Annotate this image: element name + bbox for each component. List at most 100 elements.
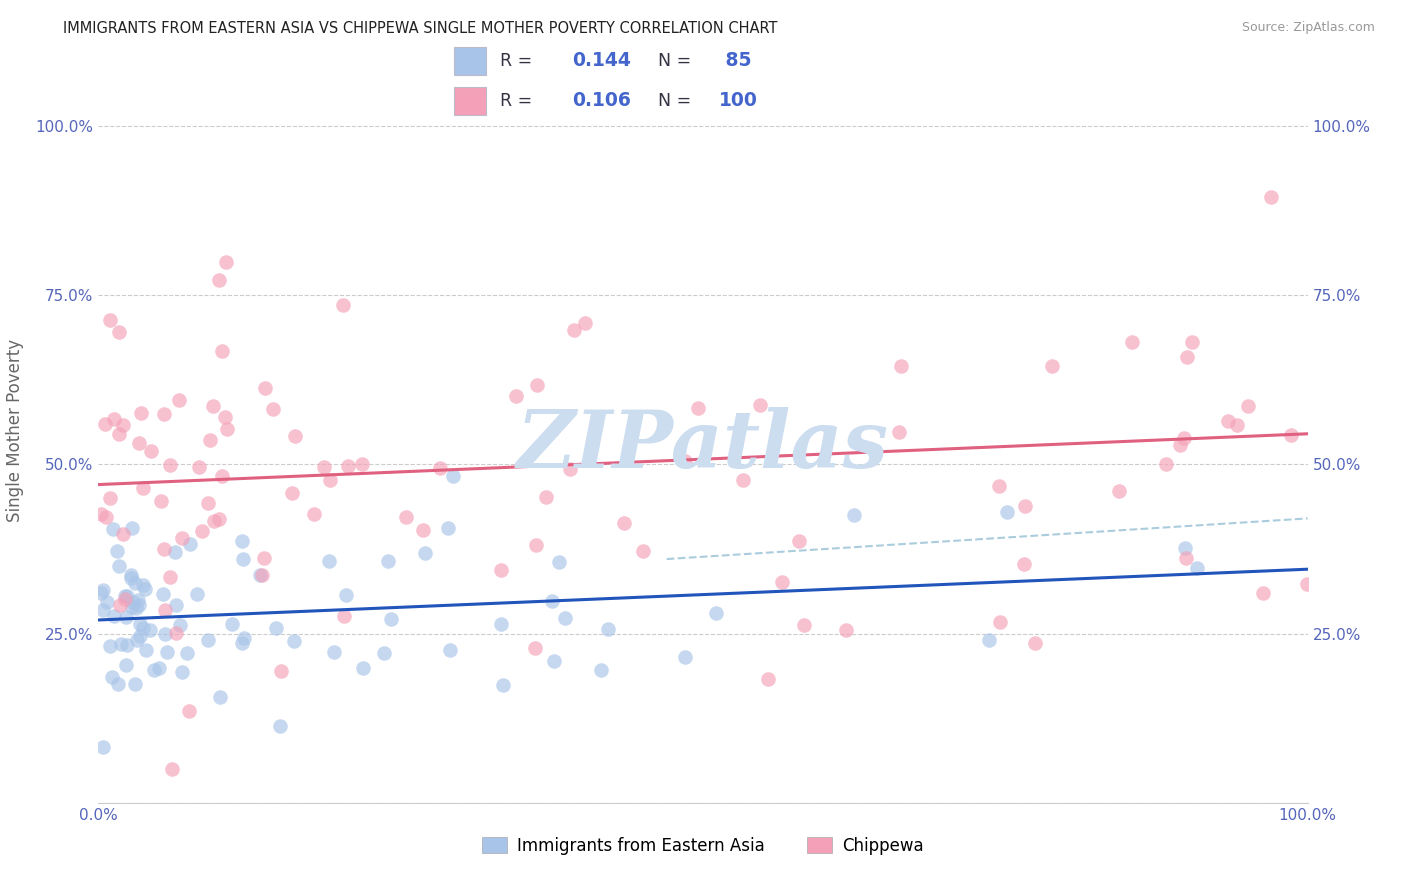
Point — [249, 568, 271, 582]
Point — [979, 632, 1001, 647]
Point — [165, 598, 187, 612]
Point — [114, 589, 136, 603]
Point — [596, 622, 619, 636]
Point — [264, 621, 287, 635]
Point — [160, 762, 183, 776]
Point — [155, 603, 177, 617]
Point — [312, 459, 335, 474]
Point — [1295, 577, 1317, 591]
Point — [197, 632, 219, 647]
Point — [1173, 431, 1195, 445]
Point — [120, 567, 142, 582]
Point — [439, 642, 461, 657]
Point — [211, 343, 233, 358]
Text: IMMIGRANTS FROM EASTERN ASIA VS CHIPPEWA SINGLE MOTHER POVERTY CORRELATION CHART: IMMIGRANTS FROM EASTERN ASIA VS CHIPPEWA… — [63, 21, 778, 36]
Point — [159, 570, 181, 584]
Point — [98, 491, 121, 505]
Point — [155, 626, 177, 640]
Point — [115, 589, 138, 603]
Point — [91, 603, 114, 617]
Text: 0.106: 0.106 — [572, 91, 631, 110]
Point — [198, 434, 221, 448]
Point — [631, 544, 654, 558]
Point — [688, 401, 710, 415]
Point — [1154, 457, 1177, 471]
Point — [262, 402, 284, 417]
Point — [112, 527, 135, 541]
Point — [413, 545, 436, 559]
Point — [120, 571, 142, 585]
Point — [890, 359, 912, 373]
Point — [1014, 557, 1036, 571]
Point — [90, 586, 112, 600]
Point — [108, 325, 131, 339]
Point — [543, 654, 565, 668]
Point — [1121, 334, 1143, 349]
Text: 85: 85 — [718, 52, 751, 70]
Point — [1024, 636, 1046, 650]
Point — [128, 436, 150, 450]
Point — [129, 616, 152, 631]
Text: N =: N = — [658, 52, 697, 70]
Point — [90, 507, 112, 521]
Point — [995, 505, 1018, 519]
Point — [100, 640, 122, 654]
Point — [770, 575, 793, 590]
Point — [505, 389, 527, 403]
Text: R =: R = — [501, 92, 538, 110]
Point — [1237, 400, 1260, 414]
Point — [673, 454, 696, 468]
Point — [756, 672, 779, 686]
Point — [188, 460, 211, 475]
Point — [1177, 350, 1199, 364]
Point — [1014, 500, 1036, 514]
Point — [319, 474, 342, 488]
Point — [115, 610, 138, 624]
Point — [165, 545, 187, 559]
Point — [122, 595, 145, 609]
Point — [172, 665, 194, 680]
Point — [201, 400, 224, 414]
Point — [793, 618, 815, 632]
Point — [153, 541, 176, 556]
Point — [156, 645, 179, 659]
Point — [94, 417, 117, 431]
Point — [254, 381, 277, 395]
Point — [91, 740, 114, 755]
Point — [284, 429, 307, 443]
Text: ZIPatlas: ZIPatlas — [517, 407, 889, 484]
Point — [142, 663, 165, 677]
Point — [134, 582, 156, 597]
Point — [1175, 551, 1198, 566]
Point — [1251, 585, 1274, 599]
Point — [114, 592, 136, 607]
Point — [165, 626, 187, 640]
Point — [1108, 483, 1130, 498]
Point — [835, 623, 858, 637]
Point — [208, 511, 231, 525]
FancyBboxPatch shape — [454, 87, 486, 114]
Point — [842, 508, 865, 522]
Point — [124, 601, 146, 615]
Point — [1042, 359, 1064, 373]
Point — [489, 616, 512, 631]
Point — [117, 638, 139, 652]
Point — [139, 444, 162, 458]
Point — [98, 313, 121, 327]
Point — [270, 664, 292, 678]
Point — [108, 598, 131, 612]
Point — [169, 392, 191, 407]
Point — [887, 425, 910, 440]
Point — [121, 521, 143, 535]
Point — [412, 523, 434, 537]
Point — [560, 462, 582, 476]
Point — [169, 618, 191, 632]
Point — [231, 636, 253, 650]
Point — [124, 677, 146, 691]
Point — [177, 705, 200, 719]
Point — [101, 670, 124, 684]
Text: R =: R = — [501, 52, 538, 70]
Point — [128, 598, 150, 612]
Point — [186, 587, 208, 601]
Point — [191, 524, 214, 539]
